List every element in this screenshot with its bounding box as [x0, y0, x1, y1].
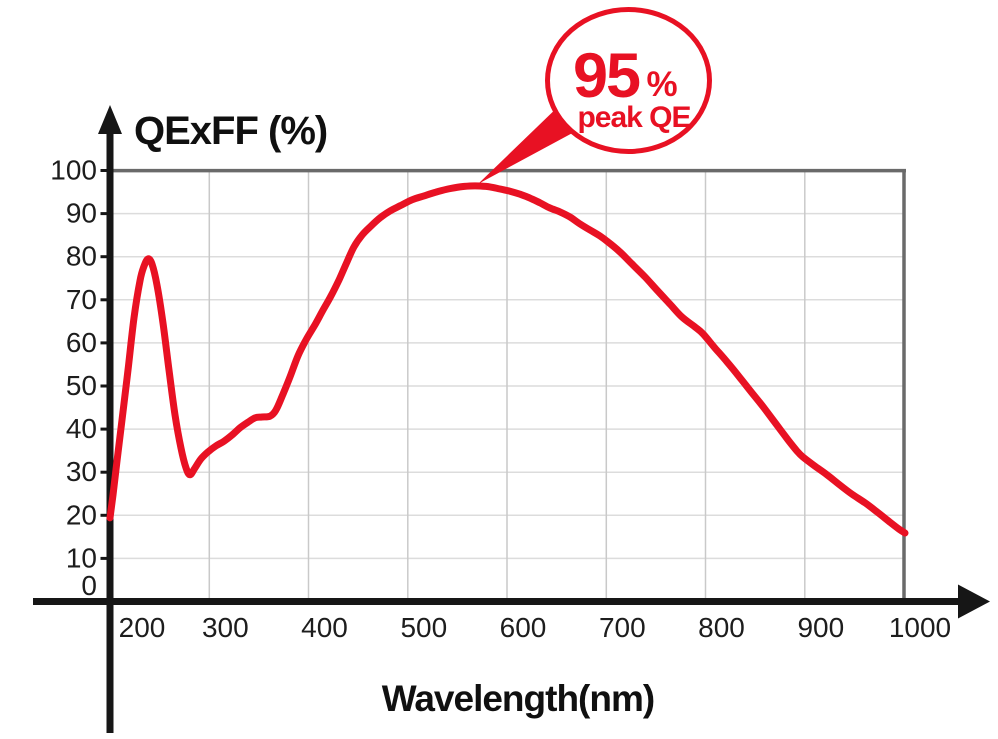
callout-label: peak QE	[577, 101, 690, 134]
callout-bubble	[545, 7, 712, 154]
y-tick-label: 50	[66, 370, 97, 401]
x-axis-title: Wavelength(nm)	[382, 678, 654, 719]
y-axis-title: QExFF (%)	[134, 109, 327, 153]
y-tick-label: 30	[66, 456, 97, 487]
x-tick-label: 400	[301, 612, 348, 643]
x-tick-label: 200	[119, 612, 166, 643]
x-tick-labels: 200 300 400 500 600 700 800 900 1000	[119, 612, 952, 643]
y-tick-label: 40	[66, 413, 97, 444]
y-tick-label: 20	[66, 499, 97, 530]
y-tick-label: 90	[66, 198, 97, 229]
callout-pointer	[478, 100, 578, 184]
y-tick-labels: 010 20 30 40 50 60 70 80 90 100	[50, 155, 97, 602]
y-axis-arrowhead-icon	[98, 105, 122, 134]
y-tick-label: 60	[66, 327, 97, 358]
y-tick-label: 80	[66, 241, 97, 272]
x-tick-label: 900	[797, 612, 844, 643]
callout-value: 95	[573, 41, 640, 111]
x-tick-label: 700	[599, 612, 646, 643]
y-tick-label: 10	[66, 542, 97, 573]
x-tick-label: 1000	[889, 612, 951, 643]
x-tick-label: 300	[202, 612, 249, 643]
x-tick-label: 600	[500, 612, 547, 643]
qe-curve	[106, 182, 909, 537]
x-axis-arrowhead-icon	[958, 584, 990, 619]
x-tick-label: 800	[698, 612, 745, 643]
y-tick-label: 0	[81, 570, 97, 601]
y-tick-label: 100	[50, 155, 97, 186]
x-tick-label: 500	[400, 612, 447, 643]
y-tick-label: 70	[66, 284, 97, 315]
vertical-gridlines	[208, 170, 806, 599]
callout-unit: %	[646, 65, 677, 104]
